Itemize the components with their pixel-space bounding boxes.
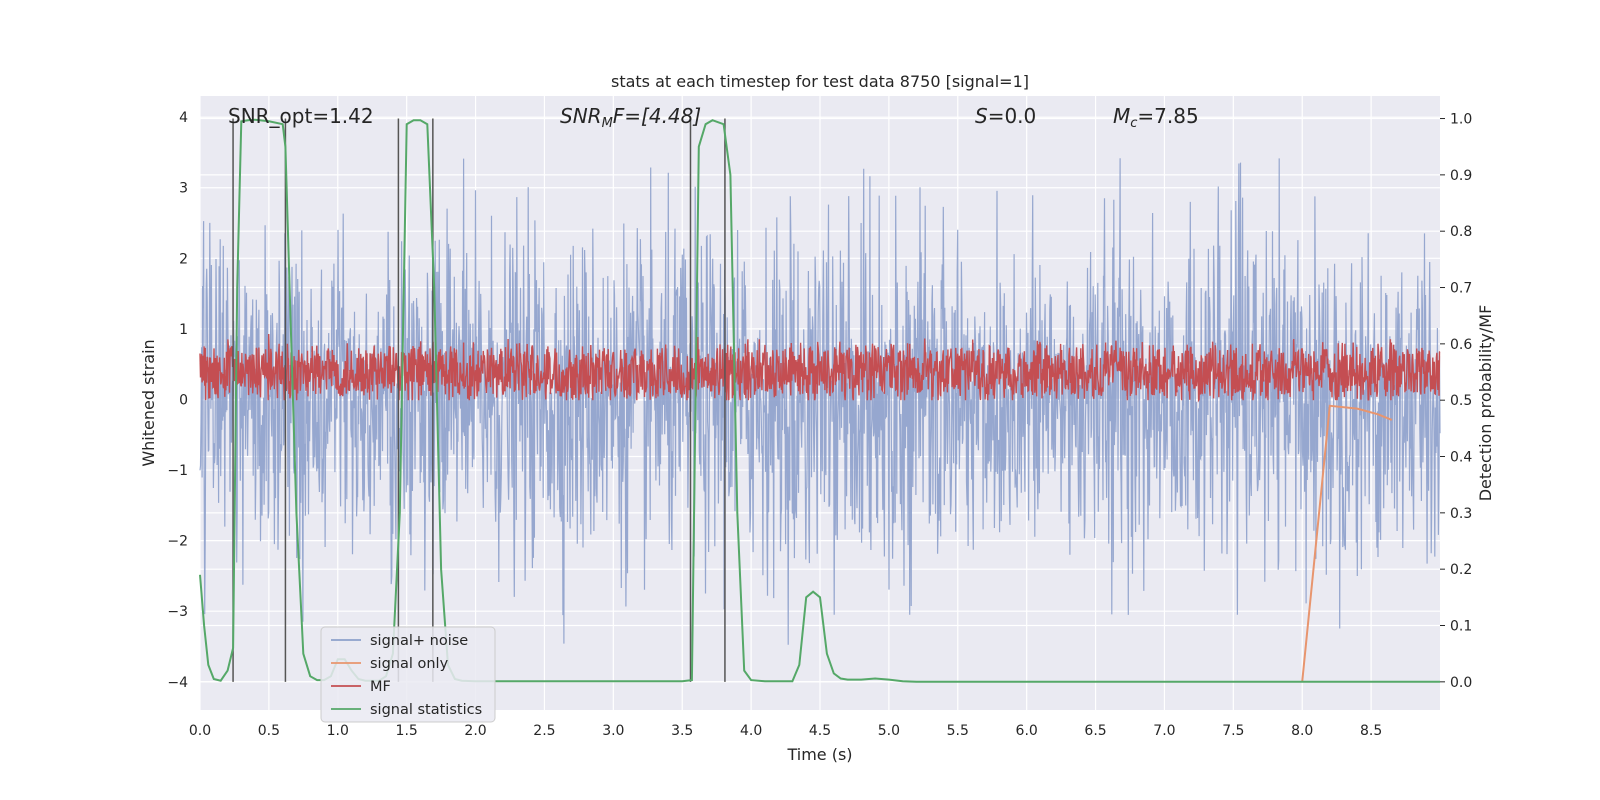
x-tick-label: 6.5 [1084, 723, 1106, 739]
series-signal-only [1301, 404, 1393, 682]
x-tick-label: 2.0 [464, 723, 486, 739]
y-right-tick-label: 1.0 [1450, 112, 1472, 128]
x-tick-label: 8.0 [1291, 723, 1313, 739]
y-tick-label: 4 [179, 110, 188, 126]
y-right-tick-label: 0.5 [1450, 393, 1472, 409]
x-tick-label: 3.0 [602, 723, 624, 739]
y-right-tick-label: 0.0 [1450, 675, 1472, 691]
x-tick-label: 1.5 [396, 723, 418, 739]
signal-only-line [1301, 404, 1393, 682]
y-right-axis-label: Detection probability/MF [1476, 305, 1495, 502]
y-right-tick-label: 0.7 [1450, 281, 1472, 297]
legend-frame [320, 626, 496, 723]
x-tick-label: 0.0 [189, 723, 211, 739]
x-tick-label: 5.5 [947, 723, 969, 739]
y-right-tick-label: 0.1 [1450, 619, 1472, 635]
signal-noise-line [199, 158, 1441, 645]
y-right-tick-label: 0.6 [1450, 337, 1472, 353]
x-tick-label: 4.0 [740, 723, 762, 739]
y-right-axis-ticks: 1.0 0.9 0.8 0.7 0.6 0.5 0.4 0.3 0.2 0.1 0.0 [1440, 112, 1472, 691]
series-mf [199, 333, 1441, 403]
x-tick-label: 0.5 [258, 723, 280, 739]
y-tick-label: −2 [167, 534, 188, 550]
x-tick-label: 5.0 [878, 723, 900, 739]
x-axis-ticks: 0.0 0.5 1.0 1.5 2.0 2.5 3.0 3.5 4.0 4.5 5.0 5.5 6.0 6… [189, 723, 1382, 739]
y-tick-label: −4 [167, 675, 188, 691]
x-tick-label: 7.0 [1153, 723, 1175, 739]
mf-line [199, 333, 1441, 403]
x-tick-label: 1.0 [327, 723, 349, 739]
y-tick-label: −3 [167, 604, 188, 620]
chart-title: stats at each timestep for test data 875… [611, 72, 1029, 91]
annotation-mc: Mc=7.85 [1113, 104, 1199, 131]
x-tick-label: 8.5 [1360, 723, 1382, 739]
y-tick-label: 2 [179, 251, 188, 267]
y-right-tick-label: 0.9 [1450, 168, 1472, 184]
y-right-tick-label: 0.3 [1450, 506, 1472, 522]
y-right-tick-label: 0.8 [1450, 224, 1472, 240]
annotation-snr-mf: SNRMF=[4.48] [560, 104, 701, 131]
y-tick-label: 3 [179, 181, 188, 197]
series-signal-statistics [199, 118, 1440, 683]
x-tick-label: 4.5 [809, 723, 831, 739]
legend-label-mf: MF [370, 679, 391, 695]
x-tick-label: 7.5 [1222, 723, 1244, 739]
y-axis-label: Whitened strain [139, 339, 158, 466]
legend-label-signal-only: signal only [370, 656, 449, 672]
x-tick-label: 3.5 [671, 723, 693, 739]
x-tick-label: 6.0 [1016, 723, 1038, 739]
y-right-tick-label: 0.4 [1450, 450, 1472, 466]
y-axis-ticks: 4 3 2 1 0 −1 −2 −3 −4 [167, 110, 188, 691]
y-right-tick-label: 0.2 [1450, 562, 1472, 578]
legend-label-signal-statistics: signal statistics [370, 702, 482, 718]
x-tick-label: 2.5 [533, 723, 555, 739]
annotation-s: S=0.0 [975, 104, 1036, 128]
y-tick-label: −1 [167, 463, 188, 479]
legend-label-signal-noise: signal+ noise [370, 633, 468, 649]
y-tick-label: 0 [179, 392, 188, 408]
annotation-snr-opt: SNR_opt=1.42 [228, 104, 374, 128]
series-signal-noise [199, 158, 1441, 645]
legend: signal+ noise signal only MF signal stat… [320, 626, 496, 723]
signal-statistics-line [199, 118, 1440, 683]
y-tick-label: 1 [179, 322, 188, 338]
x-axis-label: Time (s) [786, 745, 852, 764]
